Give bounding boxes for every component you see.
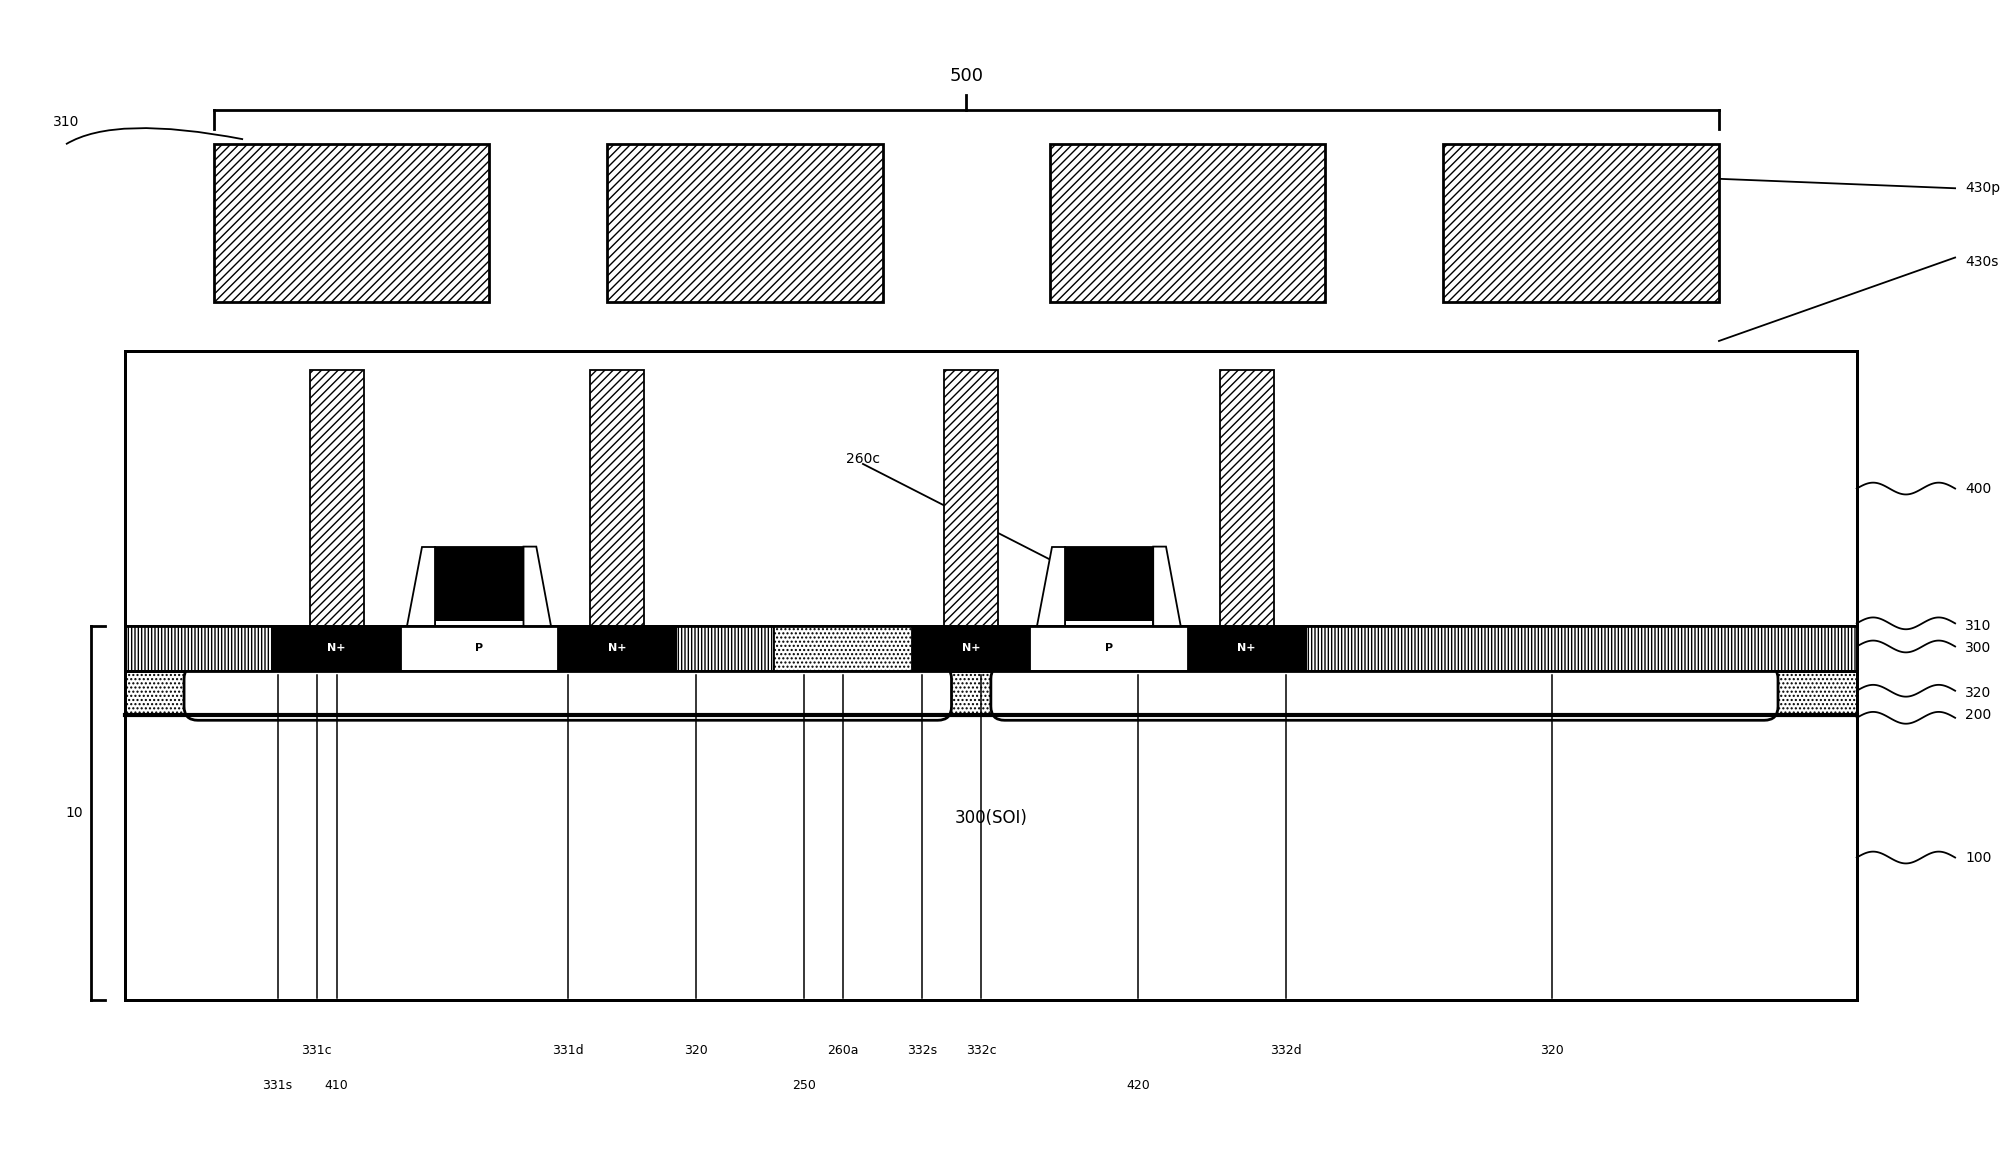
Text: 320: 320 xyxy=(1965,686,1991,700)
Bar xyxy=(1188,627,1306,671)
Text: 320: 320 xyxy=(683,1044,707,1057)
Bar xyxy=(677,627,775,671)
Text: 430p: 430p xyxy=(1965,181,2001,195)
Bar xyxy=(1066,621,1154,627)
Text: 310: 310 xyxy=(52,116,80,130)
Bar xyxy=(435,621,523,627)
Text: 100: 100 xyxy=(1965,851,1991,865)
Bar xyxy=(1220,370,1274,627)
Bar xyxy=(124,627,1857,671)
Text: N+: N+ xyxy=(961,643,979,654)
Text: N+: N+ xyxy=(607,643,627,654)
Text: 500: 500 xyxy=(949,68,983,85)
Bar xyxy=(124,351,1857,627)
Text: 300(SOI): 300(SOI) xyxy=(955,809,1028,827)
Bar xyxy=(401,627,559,671)
Text: 331c: 331c xyxy=(302,1044,332,1057)
Polygon shape xyxy=(1154,546,1180,627)
Bar xyxy=(124,627,272,671)
FancyBboxPatch shape xyxy=(184,665,951,720)
Text: 200: 200 xyxy=(1965,708,1991,722)
Bar xyxy=(1030,627,1188,671)
Text: P: P xyxy=(1106,643,1114,654)
Bar xyxy=(775,627,911,671)
Text: 320: 320 xyxy=(1540,1044,1564,1057)
Bar xyxy=(607,145,883,301)
Text: N+: N+ xyxy=(326,643,347,654)
Text: 300: 300 xyxy=(1965,642,1991,656)
Bar xyxy=(272,627,401,671)
Text: 331d: 331d xyxy=(553,1044,583,1057)
Text: 430s: 430s xyxy=(1965,256,1999,270)
Text: P: P xyxy=(475,643,483,654)
Bar xyxy=(124,671,1857,715)
Text: 310: 310 xyxy=(1965,620,1991,634)
Bar xyxy=(214,145,489,301)
Text: 260a: 260a xyxy=(827,1044,859,1057)
Text: N+: N+ xyxy=(1238,643,1256,654)
Text: 332s: 332s xyxy=(907,1044,937,1057)
Text: 400: 400 xyxy=(1965,482,1991,496)
Text: 260c: 260c xyxy=(845,452,879,466)
Bar xyxy=(1444,145,1719,301)
Polygon shape xyxy=(407,546,435,627)
Text: 250: 250 xyxy=(791,1079,815,1092)
Text: 410: 410 xyxy=(324,1079,349,1092)
Polygon shape xyxy=(1038,546,1066,627)
Bar xyxy=(1306,627,1857,671)
FancyBboxPatch shape xyxy=(991,665,1779,720)
Bar xyxy=(911,627,1030,671)
Text: 10: 10 xyxy=(64,806,82,820)
Bar xyxy=(435,546,523,621)
Bar xyxy=(1066,546,1154,621)
Bar xyxy=(1050,145,1326,301)
Bar xyxy=(124,715,1857,1000)
Bar xyxy=(559,627,677,671)
Text: 420: 420 xyxy=(1126,1079,1150,1092)
Text: 332d: 332d xyxy=(1270,1044,1302,1057)
Bar xyxy=(943,370,997,627)
Polygon shape xyxy=(523,546,551,627)
Text: 331s: 331s xyxy=(262,1079,292,1092)
Bar xyxy=(310,370,365,627)
Text: 332c: 332c xyxy=(965,1044,995,1057)
Bar xyxy=(591,370,645,627)
